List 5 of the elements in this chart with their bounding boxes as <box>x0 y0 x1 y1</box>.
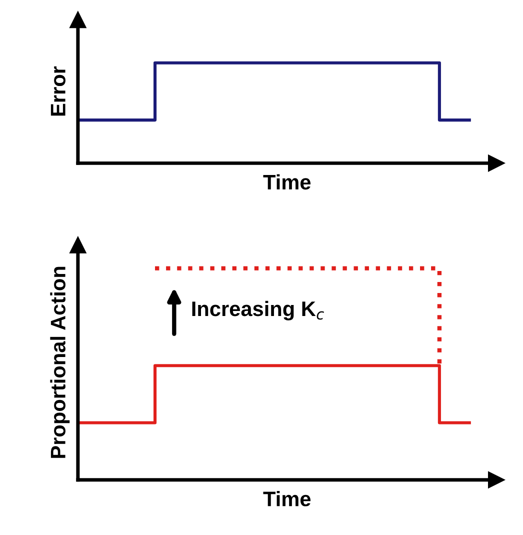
y-axis-title: Error <box>50 66 66 116</box>
x-axis-title: Time <box>263 174 311 190</box>
y-axis-title: Proportional Action <box>50 266 70 458</box>
x-axis-title: Time <box>263 491 311 506</box>
annotation: Increasing K$_{c}$ <box>192 300 324 320</box>
